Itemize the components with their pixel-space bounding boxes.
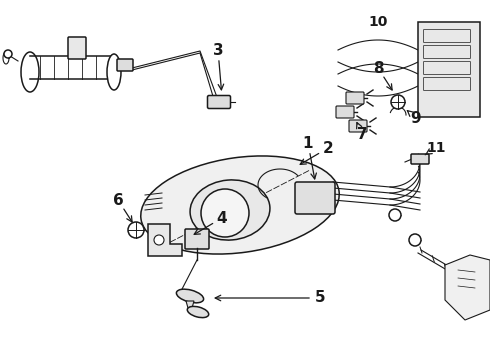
Ellipse shape xyxy=(187,306,209,318)
FancyBboxPatch shape xyxy=(295,182,335,214)
Circle shape xyxy=(4,50,12,58)
FancyBboxPatch shape xyxy=(346,92,364,104)
FancyBboxPatch shape xyxy=(68,37,86,59)
Circle shape xyxy=(409,234,421,246)
Circle shape xyxy=(201,189,249,237)
FancyBboxPatch shape xyxy=(349,120,367,132)
Circle shape xyxy=(128,222,144,238)
FancyBboxPatch shape xyxy=(418,22,480,117)
Polygon shape xyxy=(445,255,490,320)
Text: 3: 3 xyxy=(213,42,223,58)
Text: 6: 6 xyxy=(113,193,123,207)
Ellipse shape xyxy=(107,54,121,90)
Text: 5: 5 xyxy=(315,291,325,306)
FancyBboxPatch shape xyxy=(207,95,230,108)
Text: 2: 2 xyxy=(322,140,333,156)
Polygon shape xyxy=(148,224,182,256)
Polygon shape xyxy=(186,301,194,308)
Text: 1: 1 xyxy=(303,135,313,150)
Text: 11: 11 xyxy=(426,141,446,155)
FancyBboxPatch shape xyxy=(411,154,429,164)
Circle shape xyxy=(389,209,401,221)
Text: 9: 9 xyxy=(411,111,421,126)
Text: 8: 8 xyxy=(373,60,383,76)
Ellipse shape xyxy=(190,180,270,240)
Text: 10: 10 xyxy=(368,15,388,29)
FancyBboxPatch shape xyxy=(336,106,354,118)
Circle shape xyxy=(154,235,164,245)
Text: 4: 4 xyxy=(217,211,227,225)
Text: 7: 7 xyxy=(357,126,368,141)
Circle shape xyxy=(391,95,405,109)
FancyBboxPatch shape xyxy=(185,229,209,249)
Ellipse shape xyxy=(141,156,339,254)
Ellipse shape xyxy=(176,289,204,303)
FancyBboxPatch shape xyxy=(117,59,133,71)
